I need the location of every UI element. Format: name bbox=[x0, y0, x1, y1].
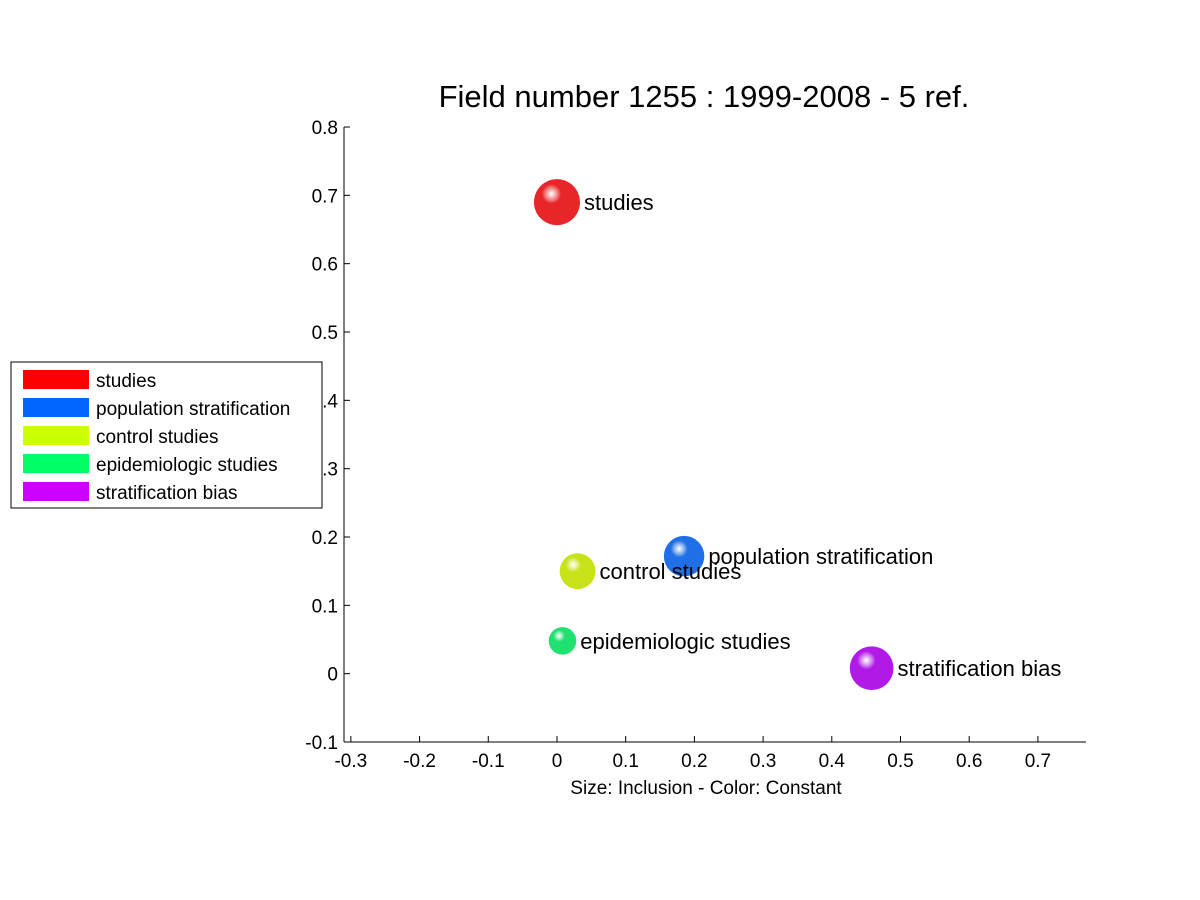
legend-swatch bbox=[23, 426, 89, 445]
x-tick-label: 0.3 bbox=[750, 751, 776, 772]
x-tick-label: 0.6 bbox=[956, 751, 982, 772]
legend-label: studies bbox=[96, 371, 156, 392]
chart-title: Field number 1255 : 1999-2008 - 5 ref. bbox=[439, 79, 970, 114]
legend-swatch bbox=[23, 398, 89, 417]
y-tick-label: -0.1 bbox=[305, 733, 338, 754]
y-tick-label: 0.6 bbox=[312, 255, 338, 276]
legend-label: epidemiologic studies bbox=[96, 455, 278, 476]
legend-label: population stratification bbox=[96, 399, 290, 420]
point-label: studies bbox=[584, 190, 654, 215]
y-tick-label: 0.2 bbox=[312, 528, 338, 549]
y-tick-label: 0.8 bbox=[312, 118, 338, 139]
x-tick-label: 0 bbox=[552, 751, 563, 772]
legend-label: stratification bias bbox=[96, 483, 238, 504]
point-marker bbox=[663, 535, 705, 577]
point-label: epidemiologic studies bbox=[580, 629, 790, 654]
y-tick-label: 0 bbox=[327, 665, 338, 686]
legend-label: control studies bbox=[96, 427, 219, 448]
point-marker bbox=[849, 646, 894, 691]
x-axis-label: Size: Inclusion - Color: Constant bbox=[570, 778, 842, 799]
x-tick-label: 0.2 bbox=[681, 751, 707, 772]
y-tick-label: 0.1 bbox=[312, 596, 338, 617]
x-tick-label: 0.1 bbox=[612, 751, 638, 772]
legend: studies population stratification control … bbox=[10, 361, 323, 509]
point-marker bbox=[559, 553, 596, 590]
y-tick-label: 0.5 bbox=[312, 323, 338, 344]
point-label: control studies bbox=[600, 559, 742, 584]
legend-swatch bbox=[23, 454, 89, 473]
axes bbox=[343, 127, 1086, 743]
x-tick-label: -0.3 bbox=[334, 751, 367, 772]
point-label: stratification bias bbox=[897, 656, 1061, 681]
ticks: -0.3 -0.2 -0.1 0 0.1 0.2 0.3 0.4 0.5 0.6 0.7 -0.1 0 0… bbox=[305, 118, 1051, 772]
legend-swatch bbox=[23, 370, 89, 389]
x-tick-label: 0.7 bbox=[1025, 751, 1051, 772]
points: studies population stratificationcontrol … bbox=[533, 179, 1061, 691]
x-tick-label: 0.4 bbox=[819, 751, 846, 772]
x-tick-label: 0.5 bbox=[887, 751, 913, 772]
point-label: population stratification bbox=[708, 544, 933, 569]
point-marker bbox=[548, 627, 577, 655]
y-tick-label: 0.7 bbox=[312, 186, 338, 207]
x-tick-label: -0.2 bbox=[403, 751, 436, 772]
legend-swatch bbox=[23, 482, 89, 501]
point-marker bbox=[533, 179, 580, 226]
x-tick-label: -0.1 bbox=[472, 751, 505, 772]
